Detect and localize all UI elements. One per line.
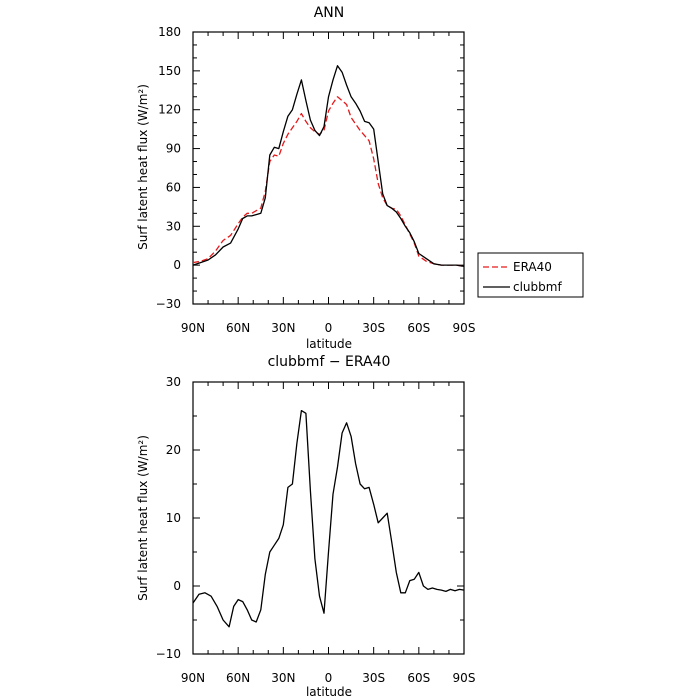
x-axis-label: latitude (306, 685, 352, 699)
x-tick-label: 30S (362, 321, 385, 335)
chart-panel-difference: clubbmf − ERA40 90N 60N 30N 0 30S 60S 90S −10 0 1… (136, 354, 475, 699)
x-tick-label: 60S (407, 321, 430, 335)
x-tick-label: 30S (362, 671, 385, 685)
y-tick-label: 0 (173, 258, 181, 272)
x-tick-label: 0 (325, 671, 333, 685)
x-tick-label: 30N (271, 671, 295, 685)
y-tick-label: 30 (166, 219, 181, 233)
x-tick-label: 30N (271, 321, 295, 335)
x-tick-label: 90S (453, 321, 476, 335)
x-axis-label: latitude (306, 337, 352, 351)
chart-panel-ann: ANN 90N 60N 30N 0 30S 60S 90S −30 0 30 60 90 120 150 1… (136, 5, 584, 351)
y-tick-label: 90 (166, 142, 181, 156)
plot-frame (192, 381, 465, 655)
y-axis-label: Surf latent heat flux (W/m²) (136, 435, 150, 601)
x-tick-label: 60N (226, 671, 250, 685)
y-tick-label: 60 (166, 180, 181, 194)
y-tick-label: 120 (158, 103, 181, 117)
y-tick-label: −10 (156, 647, 181, 661)
plot-area: 90N 60N 30N 0 30S 60S 90S −10 0 10 20 30 (156, 375, 476, 685)
x-tick-label: 60N (226, 321, 250, 335)
x-tick-label: 90S (453, 671, 476, 685)
series-line-clubbmf (192, 409, 465, 628)
x-tick-label: 0 (325, 321, 333, 335)
legend-label-clubbmf: clubbmf (513, 280, 562, 294)
series-line-clubbmf (192, 65, 465, 268)
y-tick-label: 10 (166, 511, 181, 525)
y-tick-label: 30 (166, 375, 181, 389)
y-tick-label: −30 (156, 297, 181, 311)
legend: ERA40 clubbmf (477, 252, 584, 298)
x-tick-label: 60S (407, 671, 430, 685)
plot-area: 90N 60N 30N 0 30S 60S 90S −30 0 30 60 90 120 150 180 (156, 25, 476, 335)
y-tick-label: 150 (158, 64, 181, 78)
x-tick-label: 90N (181, 321, 205, 335)
y-tick-label: 0 (173, 579, 181, 593)
chart-title: clubbmf − ERA40 (268, 354, 391, 370)
legend-box (477, 252, 584, 298)
chart-title: ANN (314, 5, 345, 21)
legend-label-era40: ERA40 (513, 260, 552, 274)
x-tick-label: 90N (181, 671, 205, 685)
y-tick-label: 20 (166, 443, 181, 457)
plot-frame (192, 31, 465, 305)
y-axis-label: Surf latent heat flux (W/m²) (136, 84, 150, 250)
y-tick-label: 180 (158, 25, 181, 39)
series-line-era40 (192, 96, 465, 268)
